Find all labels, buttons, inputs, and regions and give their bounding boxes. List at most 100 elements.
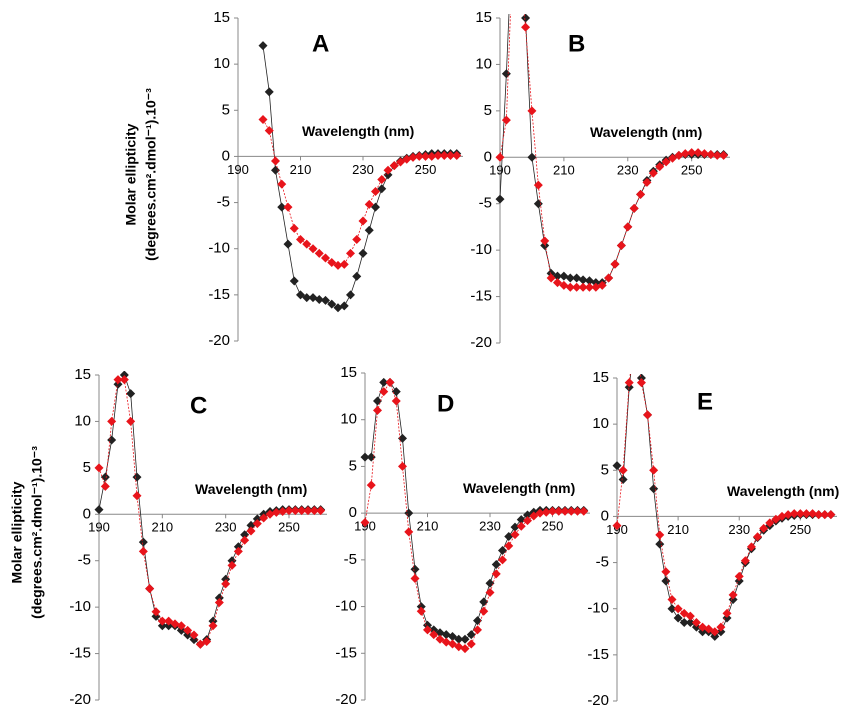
y-axis-title: (degrees.cm².dmol⁻¹).10⁻³ <box>143 88 159 261</box>
data-point <box>327 299 337 309</box>
data-point <box>460 644 470 654</box>
data-point <box>308 244 318 254</box>
x-tick-label: 210 <box>417 519 439 534</box>
data-point <box>227 556 237 566</box>
y-tick-label: -20 <box>335 691 357 708</box>
data-point <box>498 555 507 565</box>
data-point <box>316 506 326 516</box>
data-point <box>722 613 732 623</box>
data-point <box>408 152 418 162</box>
data-point <box>189 635 199 645</box>
data-point <box>460 634 470 644</box>
data-point <box>801 509 811 519</box>
data-point <box>183 630 193 640</box>
y-axis-title: Molar ellipticity <box>123 123 139 225</box>
data-point <box>379 387 389 397</box>
x-tick-label: 230 <box>728 522 750 537</box>
x-tick-label: 210 <box>151 520 173 535</box>
data-point <box>789 509 799 519</box>
data-point <box>473 616 482 626</box>
data-point <box>303 506 313 516</box>
data-point <box>314 294 324 304</box>
data-point <box>221 579 231 589</box>
data-point <box>667 594 677 604</box>
data-point <box>283 202 293 212</box>
data-point <box>565 282 575 292</box>
y-tick-label: -10 <box>208 240 230 257</box>
data-point <box>728 590 738 600</box>
x-tick-label: 250 <box>278 520 300 535</box>
data-point <box>643 410 653 420</box>
data-point <box>655 162 665 172</box>
y-tick-label: -15 <box>335 644 357 661</box>
data-point <box>485 578 495 588</box>
data-point <box>680 149 690 159</box>
data-point <box>674 150 684 160</box>
data-point <box>548 506 557 516</box>
data-point <box>573 506 582 516</box>
y-tick-label: 10 <box>213 55 230 72</box>
data-point <box>533 180 543 190</box>
y-tick-label: -15 <box>470 288 492 305</box>
data-point <box>491 560 501 570</box>
data-point <box>416 606 426 616</box>
data-point <box>157 621 167 631</box>
data-point <box>435 634 445 644</box>
y-tick-label: -15 <box>587 646 609 663</box>
data-point <box>427 151 437 161</box>
data-point <box>113 379 123 389</box>
data-point <box>126 416 136 426</box>
x-axis-title: Wavelength (nm) <box>195 481 307 497</box>
data-point <box>765 518 775 528</box>
data-point <box>246 526 256 536</box>
data-point <box>364 199 374 209</box>
data-point <box>578 282 588 292</box>
y-tick-label: 0 <box>349 504 357 521</box>
data-point <box>712 150 722 160</box>
data-point <box>446 151 455 161</box>
data-point <box>616 241 626 250</box>
data-point <box>710 627 720 637</box>
data-point <box>189 630 199 640</box>
data-point <box>410 564 420 574</box>
data-point <box>642 177 652 187</box>
x-axis-title: Wavelength (nm) <box>302 123 414 139</box>
data-point <box>516 515 526 525</box>
data-point <box>233 542 243 552</box>
data-point <box>691 618 701 628</box>
data-point <box>277 202 287 212</box>
data-point <box>119 375 129 385</box>
data-point <box>278 507 288 516</box>
panel-letter: C <box>190 392 207 419</box>
y-tick-label: 0 <box>83 505 91 522</box>
data-point <box>610 259 620 269</box>
data-point <box>366 452 376 462</box>
data-point <box>289 223 299 233</box>
data-point <box>358 216 368 226</box>
data-point <box>826 510 836 520</box>
y-tick-label: 0 <box>601 507 609 524</box>
data-point <box>157 616 167 626</box>
data-point <box>623 222 633 232</box>
data-point <box>297 506 307 516</box>
data-point <box>546 273 556 283</box>
data-point <box>396 157 405 167</box>
x-axis-title: Wavelength (nm) <box>463 480 575 496</box>
data-point <box>510 522 520 532</box>
series-line <box>499 14 724 284</box>
y-tick-label: -15 <box>69 645 91 662</box>
y-tick-label: 5 <box>83 459 91 476</box>
data-point <box>685 618 695 628</box>
data-point <box>423 620 432 630</box>
x-tick-label: 250 <box>542 519 564 534</box>
data-point <box>454 634 464 644</box>
data-point <box>667 604 677 614</box>
y-tick-label: -20 <box>208 332 230 349</box>
data-point <box>699 149 709 159</box>
data-point <box>584 282 594 292</box>
data-point <box>373 405 382 415</box>
y-tick-label: 0 <box>484 148 492 165</box>
data-point <box>685 611 695 621</box>
data-point <box>579 506 589 516</box>
data-point <box>138 537 148 547</box>
